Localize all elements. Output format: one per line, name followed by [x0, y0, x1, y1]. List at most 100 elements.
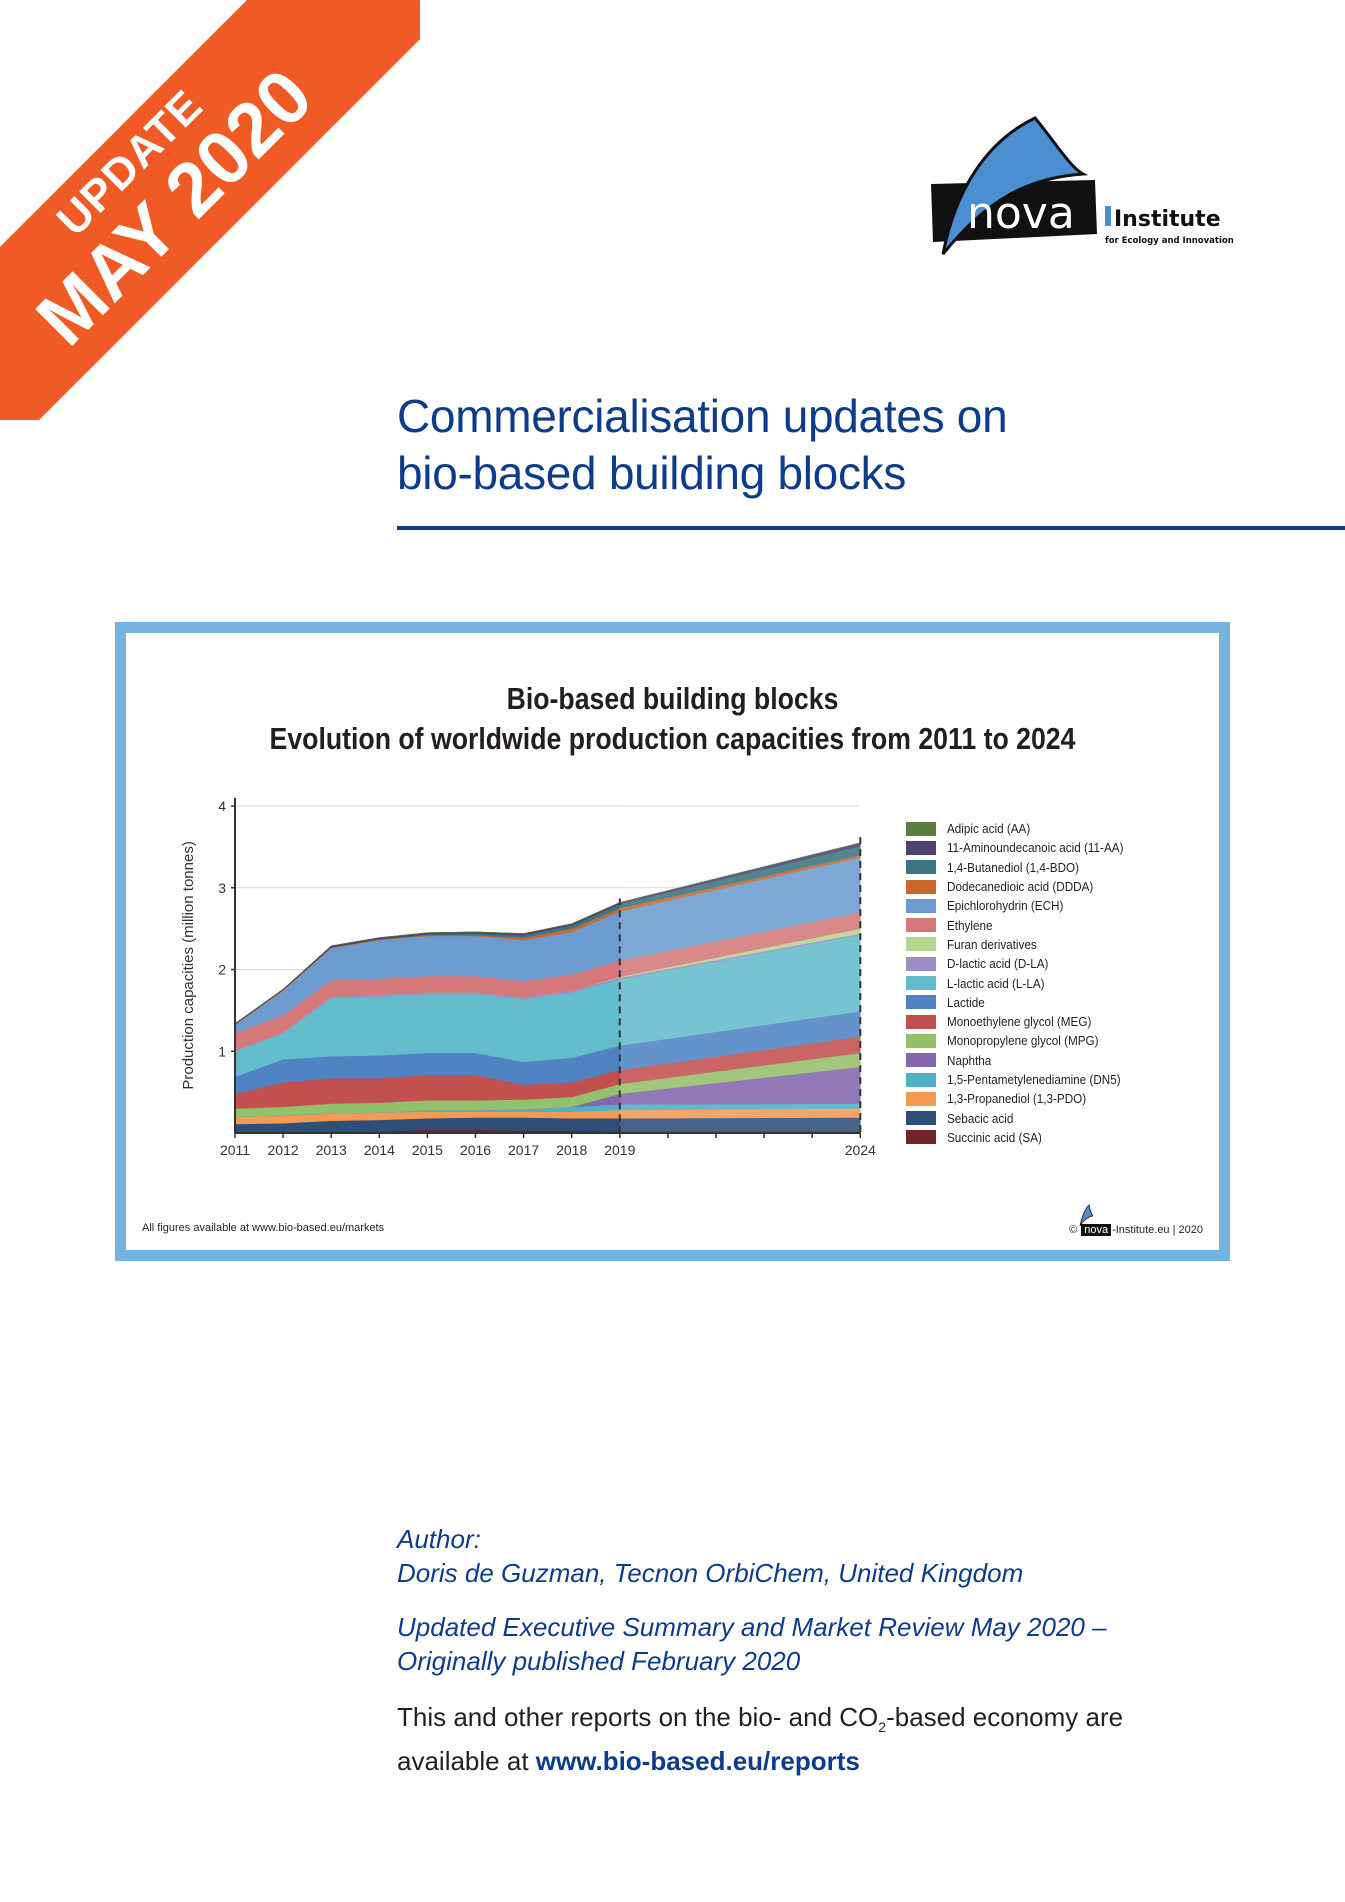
- y-tick-label: 2: [218, 962, 226, 978]
- legend-item: D-lactic acid (D-LA): [906, 954, 1143, 973]
- mini-sail-icon: [1079, 1204, 1094, 1226]
- legend-swatch: [906, 1014, 936, 1029]
- chart-legend: Adipic acid (AA) 11-Aminoundecanoic acid …: [906, 819, 1143, 1147]
- legend-item: Epichlorohydrin (ECH): [906, 896, 1143, 915]
- legend-label: Sebacic acid: [947, 1110, 1014, 1126]
- legend-swatch: [906, 1053, 936, 1068]
- legend-swatch: [906, 1091, 936, 1106]
- legend-item: 1,3-Propanediol (1,3-PDO): [906, 1089, 1143, 1108]
- institute-tagline: for Ecology and Innovation: [1105, 236, 1234, 246]
- legend-label: Naphtha: [947, 1052, 992, 1068]
- edition-line2: Originally published February 2020: [397, 1646, 801, 1676]
- legend-swatch: [906, 1033, 936, 1048]
- legend-item: Ethylene: [906, 915, 1143, 934]
- reports-notice: This and other reports on the bio- and C…: [397, 1700, 1297, 1778]
- legend-label: 1,3-Propanediol (1,3-PDO): [947, 1091, 1087, 1107]
- mini-nova-logo: nova: [1079, 1204, 1112, 1236]
- legend-swatch: [906, 879, 936, 894]
- legend-label: Ethylene: [947, 917, 993, 933]
- legend-swatch: [906, 956, 936, 971]
- legend-swatch: [906, 1072, 936, 1087]
- nova-institute-logo: nova Institute for Ecology and Innovatio…: [925, 112, 1245, 262]
- legend-item: Adipic acid (AA): [906, 819, 1143, 838]
- x-tick-label: 2013: [316, 1142, 347, 1158]
- legend-label: Succinic acid (SA): [947, 1129, 1042, 1145]
- legend-swatch: [906, 898, 936, 913]
- chart-figure-frame: Bio-based building blocks Evolution of w…: [115, 622, 1230, 1261]
- reports-text-1: This and other reports on the bio- and C…: [397, 1702, 879, 1732]
- legend-label: Monopropylene glycol (MPG): [947, 1033, 1099, 1049]
- edition-line1: Updated Executive Summary and Market Rev…: [397, 1612, 1107, 1642]
- y-tick-label: 1: [218, 1043, 226, 1059]
- x-tick-label: 2014: [364, 1142, 395, 1158]
- co2-subscript: 2: [878, 1719, 887, 1736]
- legend-label: L-lactic acid (L-LA): [947, 975, 1045, 991]
- legend-swatch: [906, 918, 936, 933]
- x-tick-label: 2019: [604, 1142, 635, 1158]
- legend-item: Monopropylene glycol (MPG): [906, 1031, 1143, 1050]
- legend-swatch: [906, 937, 936, 952]
- legend-item: Naphtha: [906, 1051, 1143, 1070]
- legend-item: 11-Aminoundecanoic acid (11-AA): [906, 838, 1143, 857]
- stacked-area-chart: 1 2 3 4 2011 2012 2013 2014 2015 2016 2017 2018 2019…: [180, 797, 876, 1158]
- legend-item: Succinic acid (SA): [906, 1128, 1143, 1147]
- nova-wordmark: nova: [967, 188, 1075, 239]
- y-tick-label: 3: [218, 880, 226, 896]
- x-tick-label: 2016: [460, 1142, 491, 1158]
- nova-sail-logo-icon: nova Institute for Ecology and Innovatio…: [931, 116, 1234, 255]
- legend-item: 1,4-Butanediol (1,4-BDO): [906, 858, 1143, 877]
- author-block: Author: Doris de Guzman, Tecnon OrbiChem…: [397, 1522, 1297, 1778]
- y-axis-label: Production capacities (million tonnes): [180, 841, 197, 1089]
- legend-item: Sebacic acid: [906, 1108, 1143, 1127]
- ribbon-text: UPDATE MAY 2020: [0, 0, 420, 420]
- legend-swatch: [906, 860, 936, 875]
- reports-text-2: -based economy are: [886, 1702, 1124, 1732]
- chart-title-line2: Evolution of worldwide production capaci…: [269, 721, 1076, 756]
- title-divider: [397, 526, 1345, 530]
- x-tick-label: 2011: [220, 1142, 250, 1158]
- legend-label: Adipic acid (AA): [947, 821, 1031, 837]
- x-tick-label: 2017: [508, 1142, 539, 1158]
- author-name: Doris de Guzman, Tecnon OrbiChem, United…: [397, 1558, 1024, 1588]
- legend-item: L-lactic acid (L-LA): [906, 973, 1143, 992]
- legend-label: Dodecanedioic acid (DDDA): [947, 879, 1094, 895]
- mini-nova-wordmark: nova: [1084, 1224, 1109, 1236]
- legend-swatch: [906, 821, 936, 836]
- institute-label: Institute: [1114, 207, 1221, 232]
- figure-footer-copyright: © nova -Institute.eu | 2020: [1069, 1204, 1203, 1236]
- update-ribbon: UPDATE MAY 2020: [0, 0, 420, 420]
- reports-link[interactable]: www.bio-based.eu/reports: [535, 1746, 860, 1777]
- document-title: Commercialisation updates on bio-based b…: [397, 388, 1008, 502]
- x-tick-label: 2015: [412, 1142, 443, 1158]
- legend-label: Epichlorohydrin (ECH): [947, 898, 1064, 914]
- y-tick-label: 4: [218, 798, 226, 814]
- copyright-symbol: ©: [1069, 1224, 1078, 1236]
- legend-item: Monoethylene glycol (MEG): [906, 1012, 1143, 1031]
- author-label: Author:: [397, 1524, 481, 1554]
- x-tick-label: 2018: [556, 1142, 587, 1158]
- legend-swatch: [906, 840, 936, 855]
- legend-label: 1,4-Butanediol (1,4-BDO): [947, 859, 1080, 875]
- legend-label: 11-Aminoundecanoic acid (11-AA): [947, 840, 1124, 856]
- x-tick-label: 2012: [268, 1142, 299, 1158]
- legend-label: D-lactic acid (D-LA): [947, 956, 1049, 972]
- legend-label: Monoethylene glycol (MEG): [947, 1014, 1092, 1030]
- x-tick-label: 2024: [845, 1142, 876, 1158]
- legend-swatch: [906, 1130, 936, 1145]
- chart-title-line1: Bio-based building blocks: [506, 681, 839, 716]
- legend-item: Dodecanedioic acid (DDDA): [906, 877, 1143, 896]
- reports-text-3: available at: [397, 1746, 536, 1777]
- legend-item: Furan derivatives: [906, 935, 1143, 954]
- legend-swatch: [906, 976, 936, 991]
- legend-item: Lactide: [906, 993, 1143, 1012]
- copyright-suffix: -Institute.eu | 2020: [1112, 1224, 1203, 1236]
- document-title-line2: bio-based building blocks: [397, 447, 907, 499]
- legend-label: 1,5-Pentametylenediamine (DN5): [947, 1072, 1121, 1087]
- legend-label: Lactide: [947, 994, 985, 1010]
- legend-item: 1,5-Pentametylenediamine (DN5): [906, 1070, 1143, 1089]
- legend-label: Furan derivatives: [947, 936, 1037, 952]
- legend-swatch: [906, 1111, 936, 1126]
- legend-swatch: [906, 995, 936, 1010]
- figure-footer-source: All figures available at www.bio-based.e…: [142, 1222, 385, 1234]
- document-title-line1: Commercialisation updates on: [397, 390, 1008, 442]
